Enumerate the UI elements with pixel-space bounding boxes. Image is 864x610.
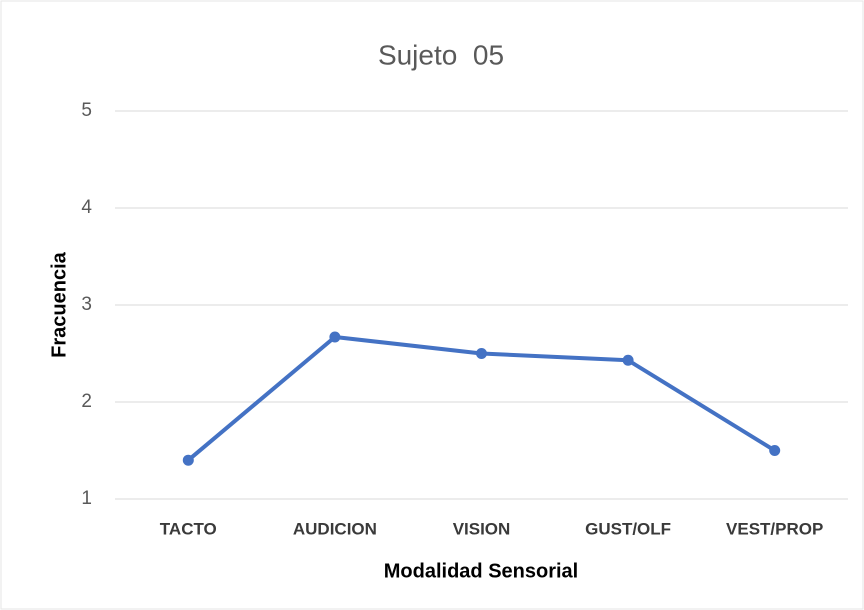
x-tick-label: GUST/OLF — [585, 519, 671, 538]
x-tick-label: VEST/PROP — [726, 519, 823, 538]
y-tick-label: 1 — [81, 488, 92, 509]
y-tick-label: 4 — [81, 197, 92, 218]
y-axis-title: Fracuencia — [48, 251, 70, 357]
data-point — [476, 348, 487, 359]
data-point — [329, 331, 341, 343]
x-tick-label: TACTO — [160, 519, 217, 538]
y-tick-label: 2 — [81, 391, 92, 412]
data-point — [182, 454, 194, 466]
x-tick-label: VISION — [453, 519, 511, 538]
chart-title: Sujeto 05 — [378, 39, 504, 70]
y-tick-label: 5 — [81, 100, 92, 121]
y-tick-label: 3 — [81, 294, 92, 315]
x-axis-title: Modalidad Sensorial — [384, 560, 578, 582]
data-point — [622, 354, 634, 366]
data-point — [769, 445, 781, 456]
x-tick-label: AUDICION — [293, 519, 377, 538]
